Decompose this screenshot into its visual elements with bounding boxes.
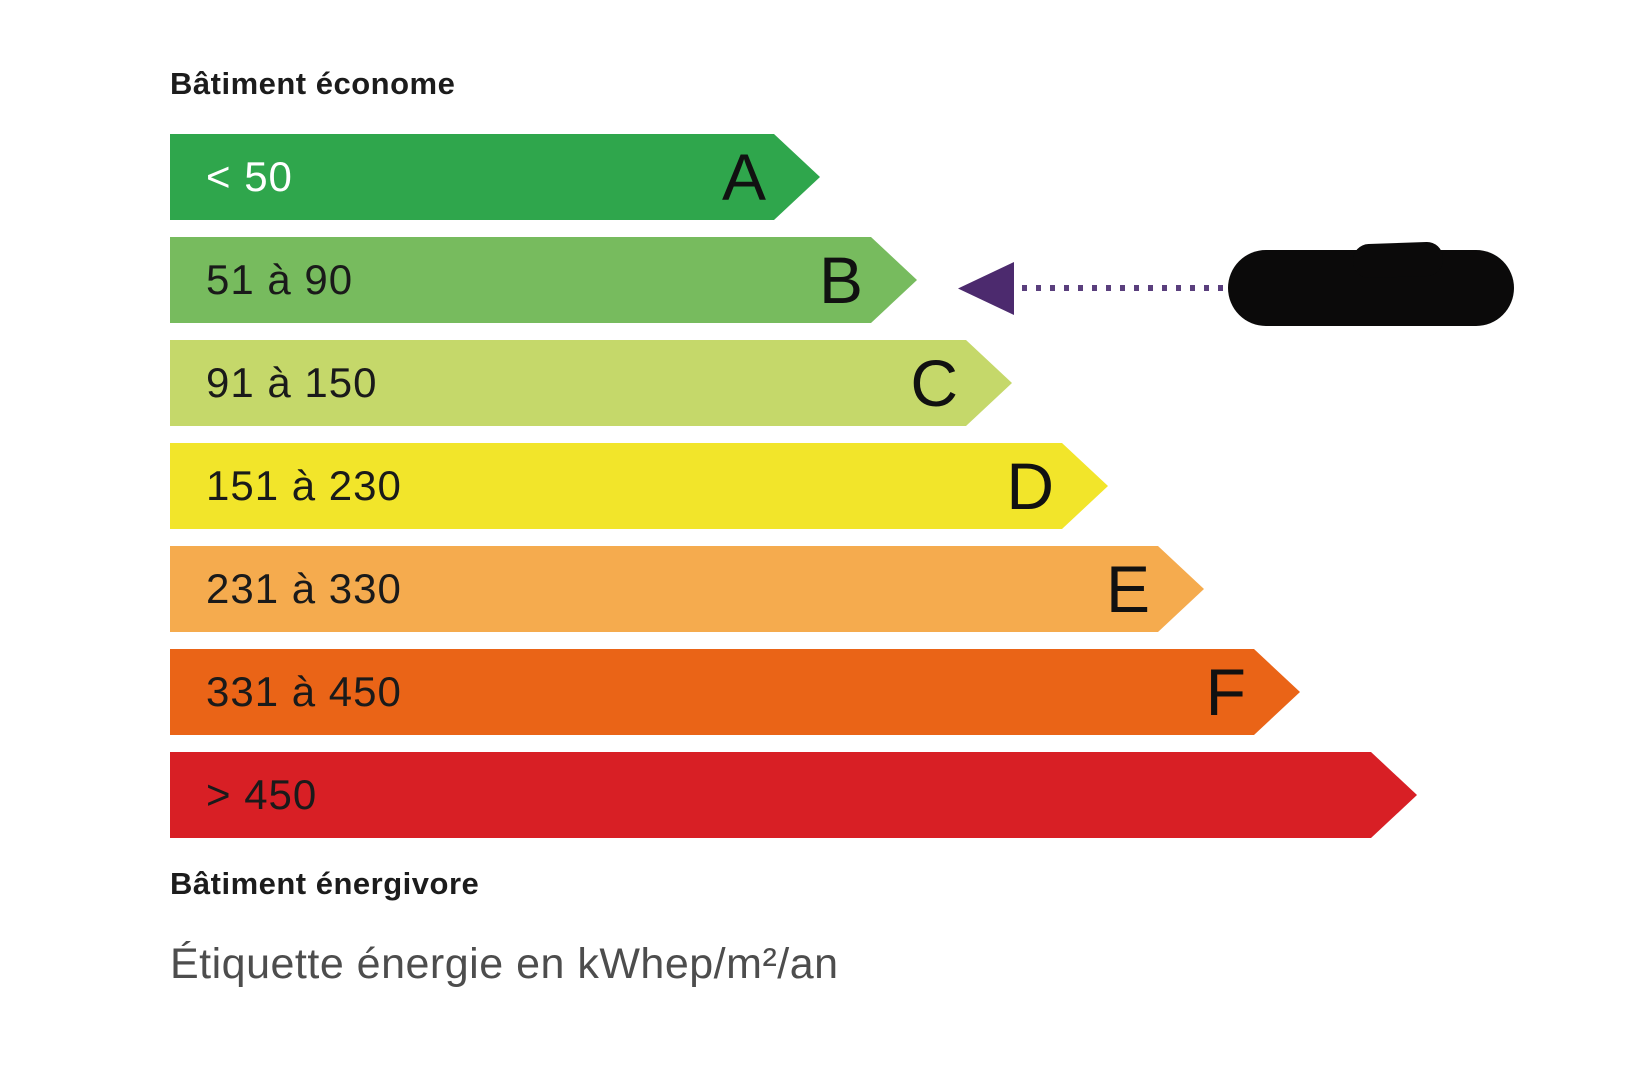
energy-range-label: 231 à 330: [206, 565, 402, 612]
energy-class-letter: F: [1205, 655, 1246, 729]
energy-range-label: > 450: [206, 771, 318, 818]
energy-class-bar-a: < 50 A: [170, 134, 820, 220]
energy-class-bar-g: > 450: [170, 752, 1417, 838]
bottom-annotation: Bâtiment énergivore: [170, 866, 480, 901]
energy-class-letter: D: [1006, 449, 1054, 523]
energy-range-label: 151 à 230: [206, 462, 402, 509]
energy-range-label: 331 à 450: [206, 668, 402, 715]
energy-class-bar-e: 231 à 330 E: [170, 546, 1204, 632]
energy-class-bar-f: 331 à 450 F: [170, 649, 1300, 735]
energy-class-letter: E: [1105, 552, 1150, 626]
energy-class-bar-c: 91 à 150 C: [170, 340, 1012, 426]
energy-class-letter: A: [721, 140, 766, 214]
energy-range-label: 91 à 150: [206, 359, 378, 406]
top-annotation: Bâtiment économe: [170, 66, 456, 101]
energy-range-label: < 50: [206, 153, 293, 200]
energy-class-bar-b: 51 à 90 B: [170, 237, 917, 323]
energy-class-bar-d: 151 à 230 D: [170, 443, 1108, 529]
energy-class-letter: C: [910, 346, 958, 420]
redacted-value-blob: [1228, 250, 1514, 326]
indicator-dotted-leader: [1022, 285, 1225, 291]
chart-caption: Étiquette énergie en kWhep/m²/an: [170, 940, 839, 988]
energy-range-label: 51 à 90: [206, 256, 354, 303]
energy-class-letter: B: [818, 243, 863, 317]
class-indicator-arrow-icon: [958, 262, 1014, 315]
